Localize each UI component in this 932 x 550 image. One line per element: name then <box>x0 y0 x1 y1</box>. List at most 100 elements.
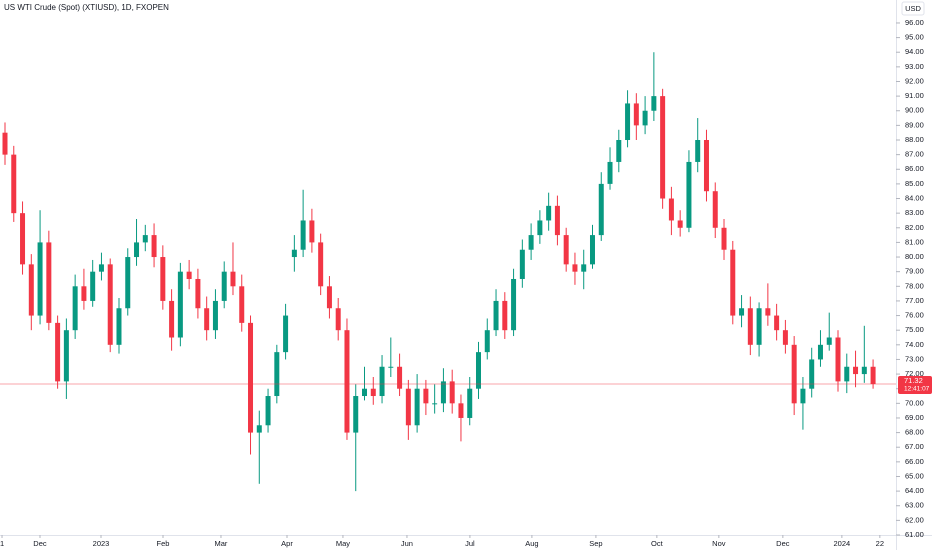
candle-body <box>563 235 569 265</box>
candle-body <box>730 249 736 316</box>
x-tick-label: Oct <box>651 539 664 548</box>
candle-body <box>660 96 666 199</box>
candle-body <box>142 235 148 243</box>
candle-body <box>607 161 613 184</box>
candle-body <box>414 388 420 426</box>
y-tick-label: 66.00 <box>905 457 924 466</box>
candle-body <box>134 242 140 258</box>
candle-body <box>475 352 481 389</box>
candle-body <box>642 110 648 126</box>
y-tick-label: 85.00 <box>905 179 924 188</box>
candle-body <box>546 205 552 221</box>
last-price-label: 71.32 <box>904 376 923 385</box>
x-tick-label: Mar <box>215 539 228 548</box>
candle-body <box>195 278 201 309</box>
y-tick-label: 96.00 <box>905 18 924 27</box>
x-tick-label: 22 <box>876 539 884 548</box>
candle-body <box>283 315 289 353</box>
y-tick-label: 92.00 <box>905 76 924 85</box>
y-tick-label: 76.00 <box>905 311 924 320</box>
candle-body <box>265 396 271 426</box>
currency-label[interactable]: USD <box>905 4 921 13</box>
candle-body <box>668 198 674 221</box>
candle-body <box>46 242 52 323</box>
y-tick-label: 75.00 <box>905 325 924 334</box>
x-tick-label: Nov <box>712 539 726 548</box>
x-tick-label: Feb <box>157 539 170 548</box>
x-tick-label: Dec <box>776 539 790 548</box>
candle-body <box>651 96 657 111</box>
candle-body <box>221 271 227 301</box>
candle-body <box>739 308 745 316</box>
candle-body <box>11 154 17 214</box>
candle-body <box>440 381 446 404</box>
candle-body <box>633 103 639 126</box>
candle-body <box>256 425 262 433</box>
candle-body <box>712 191 718 228</box>
candle-body <box>353 396 359 433</box>
currency-button[interactable] <box>901 1 925 16</box>
candle-body <box>326 286 332 309</box>
candle-body <box>703 140 709 192</box>
y-tick-label: 78.00 <box>905 281 924 290</box>
x-tick-label: Jun <box>401 539 413 548</box>
last-price-box <box>898 376 932 395</box>
x-tick-label: Jul <box>465 539 475 548</box>
candle-body <box>844 366 850 382</box>
x-tick-label: 1 <box>0 539 4 548</box>
y-tick-label: 62.00 <box>905 515 924 524</box>
candle-body <box>774 315 780 331</box>
candle-body <box>765 308 771 316</box>
y-tick-label: 82.00 <box>905 223 924 232</box>
y-tick-label: 84.00 <box>905 194 924 203</box>
candle-body <box>432 403 438 405</box>
candle-body <box>686 161 692 228</box>
candle-body <box>554 205 560 236</box>
y-tick-label: 86.00 <box>905 164 924 173</box>
candle-body <box>160 257 166 301</box>
x-tick-label: Dec <box>33 539 47 548</box>
candle-body <box>344 330 350 433</box>
x-tick-label: Aug <box>525 539 538 548</box>
candle-body <box>98 264 104 272</box>
candle-body <box>581 264 587 272</box>
y-tick-label: 70.00 <box>905 398 924 407</box>
candle-body <box>695 140 701 162</box>
candle-body <box>125 257 131 309</box>
candle-body <box>239 286 245 323</box>
candle-body <box>379 366 385 397</box>
y-tick-label: 73.00 <box>905 354 924 363</box>
candle-body <box>625 103 631 141</box>
candle-body <box>274 352 280 397</box>
candle-body <box>449 381 455 404</box>
y-tick-label: 65.00 <box>905 471 924 480</box>
x-tick-label: May <box>336 539 350 548</box>
candle-body <box>721 227 727 250</box>
candle-body <box>177 271 183 338</box>
candle-body <box>528 235 534 250</box>
candle-body <box>502 300 508 331</box>
candle-body <box>116 308 122 345</box>
candle-body <box>861 366 867 375</box>
candle-body <box>90 271 96 301</box>
candle-body <box>72 286 78 331</box>
y-tick-label: 95.00 <box>905 33 924 42</box>
y-tick-label: 80.00 <box>905 252 924 261</box>
candle-body <box>37 242 43 316</box>
candle-body <box>2 132 8 155</box>
y-tick-label: 72.00 <box>905 369 924 378</box>
y-tick-label: 77.00 <box>905 296 924 305</box>
y-tick-label: 88.00 <box>905 135 924 144</box>
candle-body <box>309 220 315 243</box>
candle-body <box>826 337 832 345</box>
x-tick-label: Sep <box>589 539 602 548</box>
candle-body <box>589 235 595 265</box>
candle-body <box>397 366 403 389</box>
candle-body <box>169 300 175 338</box>
candle-body <box>791 344 797 404</box>
candle-body <box>388 366 394 368</box>
candle-body <box>853 366 859 375</box>
candle-body <box>809 359 815 389</box>
candle-body <box>458 403 464 418</box>
